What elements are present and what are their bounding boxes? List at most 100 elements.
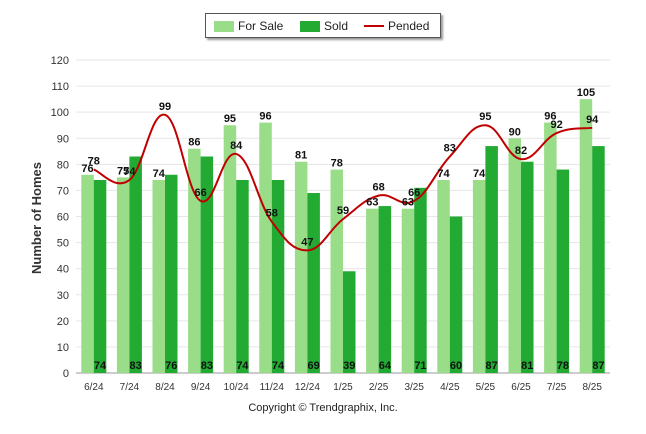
for-sale-value-label: 63 bbox=[366, 197, 378, 209]
for-sale-value-label: 96 bbox=[259, 111, 271, 123]
pended-value-label: 92 bbox=[550, 119, 562, 131]
for-sale-value-label: 90 bbox=[509, 126, 521, 138]
bars bbox=[81, 99, 605, 373]
copyright-text: Copyright © Trendgraphix, Inc. bbox=[248, 402, 398, 414]
for-sale-bar bbox=[330, 169, 343, 373]
x-tick-label: 12/24 bbox=[295, 382, 320, 393]
sold-value-label: 74 bbox=[236, 360, 249, 372]
x-tick-label: 6/24 bbox=[84, 382, 104, 393]
pended-value-label: 74 bbox=[123, 166, 136, 178]
for-sale-value-label: 96 bbox=[544, 111, 556, 123]
sold-bar bbox=[521, 161, 534, 373]
sold-value-label: 69 bbox=[308, 360, 320, 372]
for-sale-value-label: 74 bbox=[153, 168, 166, 180]
pended-value-label: 59 bbox=[337, 205, 349, 217]
x-tick-label: 2/25 bbox=[369, 382, 389, 393]
legend-label-pended: Pended bbox=[388, 19, 430, 33]
y-tick-label: 50 bbox=[57, 238, 69, 250]
legend-item-for-sale: For Sale bbox=[214, 19, 283, 33]
sold-value-label: 76 bbox=[165, 360, 177, 372]
x-tick-label: 1/25 bbox=[333, 382, 353, 393]
for-sale-bar bbox=[401, 208, 415, 373]
y-tick-label: 80 bbox=[57, 159, 69, 171]
data-labels: 7674758374768683957496748169783963646371… bbox=[81, 87, 604, 372]
for-sale-value-label: 74 bbox=[473, 168, 486, 180]
sold-swatch bbox=[300, 20, 320, 32]
sold-bar bbox=[129, 156, 142, 373]
pended-value-label: 66 bbox=[194, 187, 206, 199]
y-tick-label: 70 bbox=[57, 185, 69, 197]
legend-label-for-sale: For Sale bbox=[238, 19, 284, 33]
for-sale-bar bbox=[152, 179, 165, 373]
sold-value-label: 81 bbox=[521, 360, 533, 372]
pended-swatch bbox=[364, 25, 384, 27]
for-sale-bar bbox=[544, 122, 557, 373]
for-sale-bar bbox=[188, 148, 201, 373]
sold-value-label: 87 bbox=[592, 360, 604, 372]
y-tick-label: 110 bbox=[51, 81, 69, 93]
for-sale-bar bbox=[508, 138, 521, 373]
x-tick-label: 9/24 bbox=[191, 382, 211, 393]
for-sale-value-label: 75 bbox=[117, 165, 129, 177]
for-sale-value-label: 105 bbox=[577, 87, 595, 99]
sold-value-label: 39 bbox=[343, 360, 355, 372]
x-tick-label: 5/25 bbox=[476, 382, 496, 393]
for-sale-bar bbox=[259, 122, 272, 373]
x-tick-label: 8/25 bbox=[582, 382, 602, 393]
pended-value-label: 78 bbox=[88, 156, 100, 168]
y-tick-label: 10 bbox=[57, 342, 69, 354]
sold-bar bbox=[165, 174, 178, 373]
y-axis-label: Number of Homes bbox=[29, 162, 44, 274]
for-sale-value-label: 95 bbox=[224, 113, 236, 125]
for-sale-bar bbox=[366, 208, 379, 373]
for-sale-value-label: 81 bbox=[295, 150, 307, 162]
x-tick-label: 11/24 bbox=[260, 382, 285, 393]
sold-bar bbox=[93, 179, 107, 373]
sold-value-label: 64 bbox=[379, 360, 392, 372]
x-axis-ticks: 6/24 7/24 8/24 9/24 10/24 11/24 12/24 1/25 2/25 3… bbox=[84, 382, 602, 393]
for-sale-value-label: 76 bbox=[81, 163, 93, 175]
pended-value-label: 66 bbox=[408, 187, 420, 199]
y-tick-label: 120 bbox=[51, 55, 69, 67]
legend-label-sold: Sold bbox=[324, 19, 349, 33]
sold-value-label: 78 bbox=[557, 360, 569, 372]
for-sale-bar bbox=[472, 179, 486, 373]
pended-value-label: 68 bbox=[372, 182, 384, 194]
pended-value-label: 84 bbox=[230, 140, 243, 152]
for-sale-bar bbox=[223, 125, 237, 373]
sold-bar bbox=[592, 146, 605, 373]
sold-bar bbox=[236, 179, 249, 373]
x-tick-label: 8/24 bbox=[155, 382, 175, 393]
y-tick-label: 40 bbox=[57, 264, 69, 276]
sold-value-label: 83 bbox=[130, 360, 142, 372]
pended-line-group bbox=[93, 113, 593, 252]
sold-bar bbox=[271, 179, 285, 373]
pended-value-label: 82 bbox=[515, 145, 527, 157]
pended-value-label: 95 bbox=[479, 111, 491, 123]
y-tick-label: 30 bbox=[57, 290, 69, 302]
for-sale-bar bbox=[81, 174, 94, 373]
y-tick-label: 90 bbox=[57, 133, 69, 145]
sold-bar bbox=[378, 206, 392, 373]
legend-item-pended: Pended bbox=[364, 19, 429, 33]
for-sale-bar bbox=[437, 179, 450, 373]
sold-value-label: 74 bbox=[94, 360, 107, 372]
pended-value-label: 58 bbox=[266, 208, 278, 220]
sold-bar bbox=[200, 156, 214, 373]
sold-bar bbox=[343, 271, 356, 373]
sold-value-label: 71 bbox=[414, 360, 426, 372]
sold-bar bbox=[556, 169, 570, 373]
sold-value-label: 60 bbox=[450, 360, 462, 372]
x-tick-label: 7/25 bbox=[547, 382, 567, 393]
sold-bar bbox=[414, 187, 427, 373]
for-sale-value-label: 63 bbox=[402, 197, 414, 209]
y-tick-label: 20 bbox=[57, 316, 69, 328]
for-sale-swatch bbox=[214, 20, 234, 32]
for-sale-bar bbox=[116, 177, 130, 373]
y-tick-label: 100 bbox=[51, 107, 69, 119]
for-sale-value-label: 86 bbox=[188, 137, 200, 149]
sold-value-label: 74 bbox=[272, 360, 285, 372]
sold-value-label: 83 bbox=[201, 360, 213, 372]
x-tick-label: 7/24 bbox=[120, 382, 140, 393]
pended-value-label: 47 bbox=[301, 236, 313, 248]
